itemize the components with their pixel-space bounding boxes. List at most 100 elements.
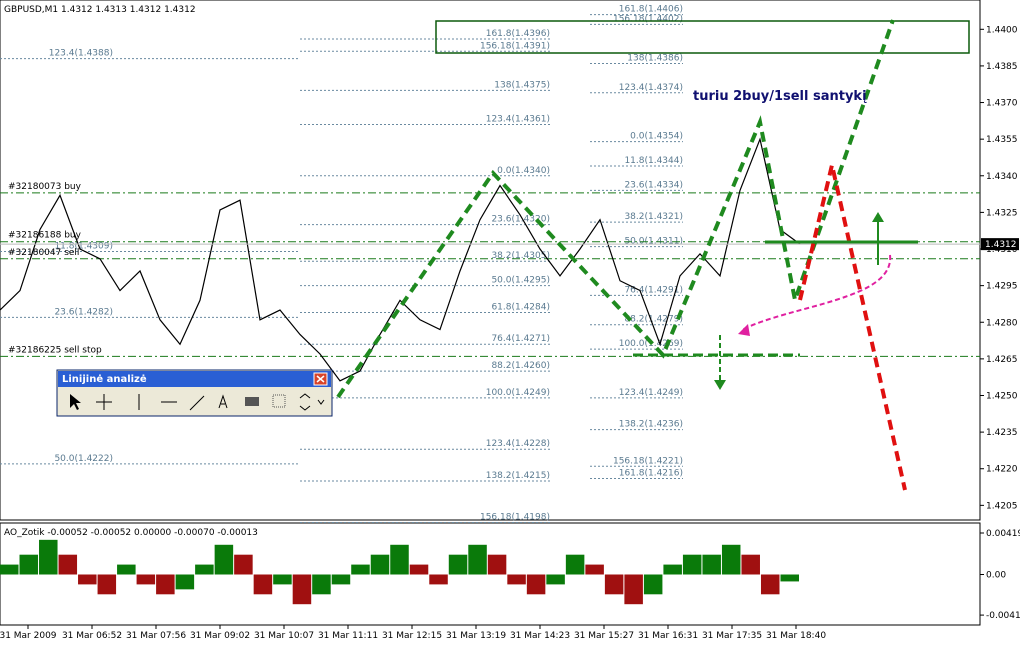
order-label: #32180073 buy [8,182,82,192]
ao-bar [448,554,468,575]
x-tick-label: 31 Mar 11:11 [318,631,378,641]
curve-arrow [741,254,892,331]
ao-bar [624,574,643,605]
fib-label: 138.2(1.4215) [486,471,550,481]
x-tick-label: 31 Mar 13:19 [446,631,506,641]
x-tick-label: 31 Mar 14:23 [510,631,570,641]
label-tool[interactable] [245,397,259,406]
y-tick-label: 1.4235 [986,428,1018,438]
y-tick-label: 1.4265 [986,355,1018,365]
ao-bar [136,574,156,585]
x-tick-label: 31 Mar 06:52 [62,631,122,641]
price-panel [0,0,981,521]
fib-label: 76.4(1.4271) [491,334,550,344]
fib-label: 123.4(1.4228) [486,439,550,449]
ao-bar [331,574,351,585]
toolbar-titlebar [58,371,331,387]
ao-bar [721,544,741,575]
text-tool[interactable] [218,394,228,409]
fib-label: 138(1.4386) [627,53,683,63]
ao-bar [273,574,292,585]
y-tick-label: 1.4400 [986,25,1018,35]
ao-bar [468,544,487,575]
red-projection [798,164,907,491]
y-tick-label: 1.4355 [986,135,1018,145]
fib-label: 76.4(1.4291) [624,285,683,295]
fib-label: 50.0(1.4222) [54,454,113,464]
crosshair-tool[interactable] [96,394,112,410]
chart-header: GBPUSD,M1 1.4312 1.4313 1.4312 1.4312 [4,5,196,15]
ao-bar [253,574,273,595]
fib-label: 88.2(1.4279) [624,315,683,325]
target-box [435,20,970,54]
fib-label: 156.18(1.4391) [480,41,550,51]
y-tick-label: 1.4295 [986,282,1018,292]
ao-bar [234,554,253,575]
fib-label: 38.2(1.4305) [491,251,550,261]
fib-label: 161.8(1.4396) [486,29,550,39]
fib-label: 156.18(1.4198) [480,512,550,522]
ao-bar [604,574,624,595]
arrow-head [872,212,884,222]
ao-bar [682,554,702,575]
ao-bar [409,564,429,575]
plot-layer: 1.4400 1.4385 1.4370 1.4355 1.4340 1.4325 1.43… [0,5,1020,641]
ao-bar [58,554,78,575]
fibo-tool[interactable] [272,394,286,408]
fib-label: 156.18(1.4402) [613,14,683,24]
ao-bar [97,574,117,595]
ao-bar [292,574,312,605]
ao-bar [351,564,370,575]
order-label: #32180047 sell [8,248,79,258]
ao-bar [19,554,39,575]
trendline-tool[interactable] [189,395,205,411]
y-tick-label: 1.4205 [986,501,1018,511]
fib-label: 123.4(1.4361) [486,115,550,125]
arrow-head [714,380,726,390]
fib-label: 123.4(1.4388) [49,49,113,59]
ao-bar [78,574,97,585]
ao-bar [760,574,780,595]
ao-bar [214,544,234,575]
fib-label: 23.6(1.4334) [624,180,683,190]
fib-label: 161.8(1.4216) [619,468,683,478]
osc-tick-label: 0.00419 [986,529,1020,539]
fib-label: 88.2(1.4260) [491,361,550,371]
x-tick-label: 31 Mar 12:15 [382,631,442,641]
ao-bar [507,574,526,585]
ao-bar [702,554,721,575]
fib-label: 61.8(1.4284) [491,302,550,312]
fib-label: 50.0(1.4311) [624,237,683,247]
ao-bar [156,574,175,595]
x-tick-label: 31 Mar 07:56 [126,631,186,641]
fib-label: 11.8(1.4344) [624,156,683,166]
fib-label: 23.6(1.4282) [54,307,113,317]
fib-label: 123.4(1.4374) [619,83,683,93]
y-tick-label: 1.4280 [986,318,1018,328]
oscillator-header: AO_Zotik -0.00052 -0.00052 0.00000 -0.00… [4,528,258,538]
more-tools[interactable] [299,393,325,411]
osc-tick-label: -0.0041 [986,611,1020,621]
zigzag [336,19,895,399]
ao-bar [565,554,585,575]
ao-bar [429,574,448,585]
ao-bar [39,539,58,575]
fib-label: 138.2(1.4236) [619,420,683,430]
ao-bar [370,554,390,575]
ao-bar [487,554,507,575]
x-tick-label: 31 Mar 17:35 [702,631,762,641]
x-tick-label: 31 Mar 2009 [0,631,57,641]
ao-bar [195,564,214,575]
order-label: #32186225 sell stop [8,345,102,355]
order-label: #32186188 buy [8,231,82,241]
fib-label: 138(1.4375) [494,80,550,90]
cursor-tool[interactable] [70,394,81,410]
fib-label: 50.0(1.4295) [491,276,550,286]
ao-bar [390,544,409,575]
close-icon [316,375,325,383]
ao-bar [663,564,682,575]
last-price-label: 1.4312 [985,240,1017,250]
x-tick-label: 31 Mar 10:07 [254,631,314,641]
